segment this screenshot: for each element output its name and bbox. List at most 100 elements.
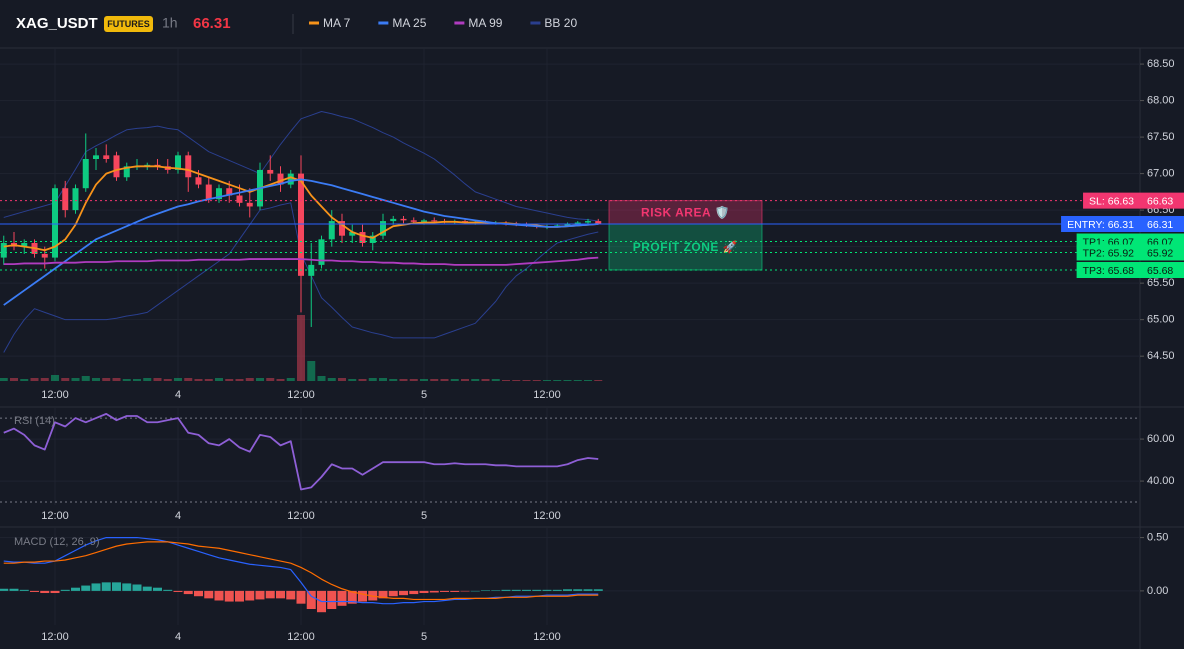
y-tick-label: 65.00 — [1147, 314, 1175, 326]
badge-bg — [104, 16, 153, 32]
level-badge — [1076, 262, 1140, 278]
candle-body — [52, 188, 58, 258]
candle-body — [595, 221, 602, 224]
histogram-bar — [470, 590, 480, 592]
zone-label: PROFIT ZONE 🚀 — [633, 240, 738, 254]
x-tick-label: 5 — [421, 389, 427, 401]
x-tick-label: 12:00 — [533, 631, 561, 643]
volume-bar — [543, 380, 551, 381]
volume-bar — [286, 378, 295, 381]
zone-label: RISK AREA 🛡️ — [641, 205, 730, 219]
y-tick-label: 67.50 — [1147, 131, 1175, 143]
volume-bar — [30, 378, 39, 381]
volume-bar — [40, 378, 49, 381]
y-tick-label: 68.00 — [1147, 94, 1175, 106]
level-value: 66.31 — [1147, 219, 1173, 231]
x-tick-label: 12:00 — [287, 389, 315, 401]
histogram-bar — [50, 590, 60, 594]
volume-bar — [297, 315, 305, 381]
volume-bar — [409, 379, 418, 381]
volume-bar — [584, 380, 592, 381]
y-tick-label: 40.00 — [1147, 475, 1175, 487]
histogram-bar — [296, 590, 306, 604]
volume-bar — [174, 378, 182, 381]
candle-body — [175, 155, 181, 170]
volume-bar — [266, 378, 275, 381]
y-tick-label: 0.00 — [1147, 585, 1168, 597]
candle-body — [574, 222, 581, 224]
candle-body — [328, 221, 335, 240]
volume-bar — [71, 378, 80, 381]
level-label: SL: 66.63 — [1089, 195, 1134, 207]
histogram-bar — [276, 590, 285, 599]
histogram-bar — [378, 590, 388, 599]
volume-bar — [235, 379, 244, 381]
last-price: 66.31 — [193, 15, 231, 32]
candle-body — [298, 173, 304, 276]
volume-bar — [112, 378, 121, 381]
histogram-bar — [142, 586, 152, 591]
volume-bar — [215, 378, 223, 381]
volume-bar — [573, 380, 582, 381]
x-tick-label: 4 — [175, 631, 181, 643]
histogram-bar — [19, 589, 29, 591]
level-value: 66.63 — [1147, 195, 1173, 207]
candle-body — [410, 220, 417, 222]
volume-bar — [461, 379, 469, 381]
candle-body — [113, 155, 120, 178]
y-tick-label: 67.00 — [1147, 168, 1175, 180]
histogram-bar — [224, 590, 234, 602]
candle-body — [339, 221, 345, 236]
volume-bar — [368, 378, 377, 381]
level-value-badge — [1140, 215, 1184, 232]
histogram-bar — [552, 589, 562, 591]
volume-bar — [133, 379, 141, 381]
volume-bar — [358, 379, 367, 381]
volume-bar — [594, 380, 603, 381]
histogram-bar — [30, 590, 39, 592]
rsi-line — [3, 412, 599, 491]
level-badge — [1083, 192, 1140, 209]
volume-bar — [20, 379, 29, 381]
histogram-bar — [388, 590, 398, 597]
volume-bar — [81, 376, 90, 381]
candle-body — [216, 188, 222, 200]
histogram-bar — [91, 583, 101, 591]
volume-bar — [307, 361, 316, 381]
candle-body — [93, 155, 99, 159]
candle-body — [226, 188, 233, 196]
y-tick-label: 60.00 — [1147, 433, 1175, 445]
histogram-bar — [286, 590, 296, 600]
candle-body — [400, 218, 407, 221]
histogram-bar — [60, 589, 70, 591]
histogram-bar — [112, 582, 121, 591]
candle-body — [72, 188, 79, 211]
volume-bar — [61, 378, 70, 381]
histogram-bar — [460, 590, 470, 592]
candle-body — [554, 225, 561, 227]
candle-body — [585, 221, 591, 223]
x-tick-label: 12:00 — [41, 389, 69, 401]
volume-bar — [0, 378, 8, 381]
volume-bar — [10, 378, 18, 381]
volume-bar — [317, 376, 326, 381]
histogram-bar — [347, 590, 357, 604]
histogram-bar — [214, 590, 224, 601]
legend-label: BB 20 — [544, 16, 577, 30]
histogram-bar — [573, 589, 583, 591]
histogram-bar — [532, 589, 542, 591]
level-label: ENTRY: 66.31 — [1067, 219, 1134, 231]
histogram-bar — [583, 589, 593, 591]
histogram-bar — [9, 588, 19, 591]
histogram-bar — [337, 590, 347, 606]
candle-body — [41, 253, 48, 258]
volume-bar — [163, 379, 172, 381]
volume-bar — [430, 379, 439, 381]
histogram-bar — [122, 583, 132, 591]
volume-bar — [399, 379, 408, 381]
candle-body — [236, 195, 243, 203]
level-value-badge — [1140, 244, 1184, 261]
y-tick-label: 68.50 — [1147, 58, 1175, 70]
